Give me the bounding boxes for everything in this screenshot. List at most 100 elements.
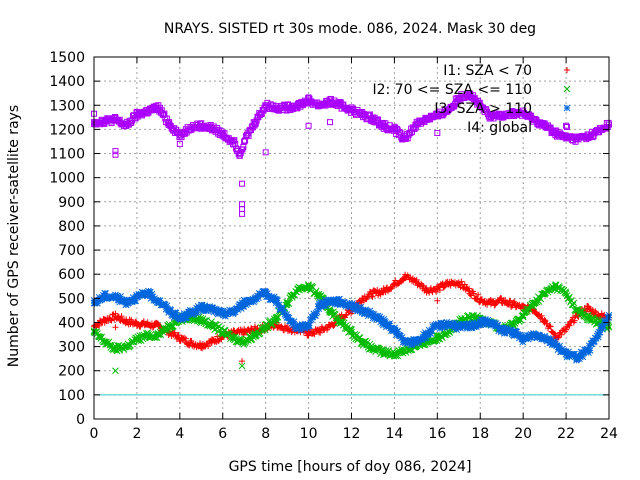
data-point — [315, 292, 323, 300]
data-point — [194, 309, 201, 316]
data-point — [584, 314, 591, 321]
data-point — [108, 317, 115, 324]
x-tick-labels: 0 2 4 6 8 10 12 14 16 18 20 22 24 — [90, 426, 618, 442]
data-point — [198, 301, 206, 309]
data-point — [112, 313, 119, 320]
data-point — [163, 302, 171, 310]
data-point — [477, 103, 484, 110]
data-point — [487, 319, 495, 326]
data-point — [470, 290, 477, 297]
data-point — [584, 304, 591, 311]
data-point — [475, 291, 482, 298]
data-point — [160, 112, 167, 119]
data-point — [93, 328, 100, 336]
y-tick-label: 100 — [58, 388, 85, 404]
data-point — [165, 307, 173, 314]
y-tick-label: 1100 — [49, 147, 85, 163]
data-point — [573, 136, 580, 143]
data-point — [313, 308, 321, 316]
data-point — [262, 290, 270, 297]
outlier-point — [112, 151, 119, 158]
data-point — [573, 354, 581, 361]
y-tick-label: 900 — [58, 195, 85, 211]
y-axis-label: Number of GPS receiver-satellite rays — [6, 105, 22, 367]
data-point — [258, 110, 265, 117]
data-point — [322, 301, 330, 309]
data-point — [563, 134, 570, 141]
data-point — [289, 321, 297, 329]
data-point — [101, 317, 108, 324]
data-point — [434, 285, 441, 292]
data-point — [107, 317, 114, 324]
data-point — [481, 317, 488, 325]
data-point — [265, 292, 273, 300]
data-point — [369, 290, 376, 297]
data-point — [541, 317, 548, 324]
data-point — [466, 90, 473, 97]
y-tick-labels: 0 100 200 300 400 500 600 700 800 900 1000 1100 1200… — [49, 50, 85, 428]
data-point — [253, 117, 260, 124]
data-point — [419, 334, 427, 341]
data-point — [411, 125, 418, 132]
data-point — [552, 130, 559, 137]
data-point — [458, 323, 466, 331]
data-point — [180, 310, 188, 317]
data-point — [251, 119, 258, 126]
data-point — [520, 110, 527, 117]
outlier-point — [112, 148, 119, 155]
data-point — [273, 104, 280, 111]
data-point — [554, 334, 561, 341]
data-point — [523, 305, 530, 313]
x-tick-label: 10 — [300, 426, 318, 442]
data-point — [192, 308, 200, 316]
data-point — [565, 321, 572, 328]
data-point — [305, 282, 312, 290]
data-point — [542, 317, 549, 324]
data-point — [115, 296, 123, 304]
data-point — [576, 355, 583, 363]
data-point — [219, 131, 226, 138]
data-point — [176, 132, 183, 139]
data-point — [334, 300, 342, 308]
y-tick-label: 200 — [58, 364, 85, 380]
data-point — [101, 292, 109, 300]
y-tick-label: 800 — [58, 219, 85, 235]
data-point — [155, 331, 162, 338]
data-point — [283, 314, 291, 321]
data-point — [541, 333, 548, 341]
data-point — [374, 312, 382, 320]
outlier-point — [112, 324, 119, 331]
data-point — [412, 278, 419, 285]
legend: I1: SZA < 70 I2: 70 <= SZA <= 110 I3: SZA … — [372, 63, 571, 136]
data-point — [423, 286, 430, 293]
data-point — [589, 307, 596, 314]
legend-marker — [563, 85, 571, 93]
outlier-point — [239, 206, 246, 213]
data-point — [458, 278, 465, 285]
data-point — [562, 350, 570, 358]
data-point — [374, 286, 381, 293]
data-point — [383, 285, 390, 292]
data-point — [361, 310, 369, 318]
data-point — [133, 320, 140, 327]
data-point — [234, 306, 242, 313]
data-point — [198, 342, 205, 349]
data-point — [502, 297, 509, 304]
data-point — [144, 108, 151, 115]
data-point — [402, 136, 409, 143]
data-point — [519, 311, 527, 319]
data-point — [455, 95, 462, 102]
data-point — [530, 331, 538, 338]
data-point — [166, 120, 173, 127]
data-point — [161, 301, 169, 309]
data-point — [512, 300, 519, 307]
data-point — [175, 331, 182, 338]
data-point — [584, 348, 591, 355]
data-point — [466, 322, 473, 330]
data-point — [140, 318, 147, 325]
data-point — [273, 297, 280, 305]
data-point — [348, 328, 355, 336]
data-point — [240, 338, 248, 346]
data-point — [386, 320, 394, 327]
data-point — [133, 336, 141, 343]
